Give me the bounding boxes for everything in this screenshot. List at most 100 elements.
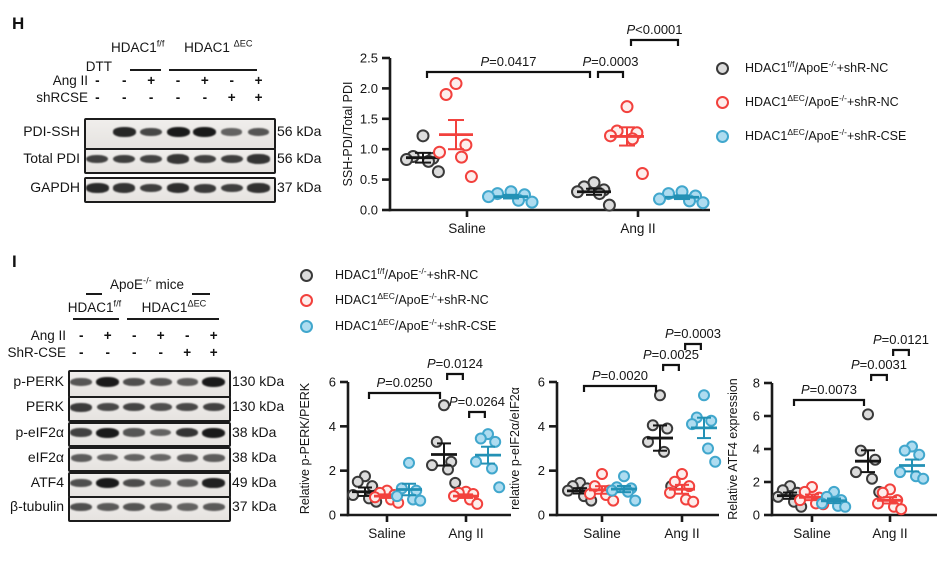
blot-band: [96, 427, 120, 438]
blot-band: [202, 478, 226, 488]
blot-band: [113, 183, 136, 193]
blot-band: [176, 503, 198, 511]
blot-band: [70, 502, 93, 512]
legend-item: HDAC1ΔEC/ApoE-/-+shR-CSE: [716, 126, 906, 146]
lane-symbol: +: [209, 328, 218, 343]
legend-item: HDAC1f/f/ApoE-/-+shR-NC: [716, 58, 888, 78]
superscript-text: f/f: [156, 38, 165, 49]
data-point-black: [426, 459, 438, 472]
blot-band: [70, 402, 93, 412]
band-label: ATF4: [30, 474, 64, 490]
blot-band-box: [68, 472, 231, 498]
data-point-blue: [894, 466, 906, 479]
lane-symbol: -: [79, 345, 84, 360]
data-point-blue: [414, 494, 427, 507]
x-category-label: Ang II: [872, 526, 907, 541]
blot-band: [193, 183, 216, 193]
significance-bracket: [367, 391, 442, 399]
blot-band: [123, 502, 146, 512]
data-point-red: [449, 77, 463, 91]
blot-band: [176, 453, 198, 462]
y-tick-label: 0: [753, 508, 760, 523]
data-point-black: [431, 165, 445, 179]
significance-bracket: [892, 348, 910, 356]
significance-bracket: [468, 410, 486, 418]
legend-label: HDAC1f/f/ApoE-/-+shR-NC: [745, 58, 888, 75]
data-point-red: [459, 138, 473, 152]
y-tick-label: 0.0: [360, 203, 378, 218]
band-label: GAPDH: [30, 179, 80, 195]
panel-i-label: I: [12, 252, 17, 271]
band-label: Total PDI: [23, 150, 80, 166]
data-point-black: [862, 408, 874, 421]
p-value-label: P=0.0073: [801, 382, 857, 397]
kda-label: 56 kDa: [277, 150, 322, 166]
data-point-blue: [898, 444, 911, 457]
y-axis-title: SSH-PDI/Total PDI: [341, 82, 355, 187]
data-point-black: [602, 198, 616, 212]
panel-h-chart: 0.0 0.5 1.0 1.5 2.0 2.5 Saline Ang II SSH-PDI/To…: [341, 22, 710, 236]
kda-label: 37 kDa: [277, 179, 322, 195]
blot-band: [202, 402, 225, 412]
blot-band: [166, 183, 190, 193]
band-label: PDI-SSH: [23, 123, 80, 139]
blot-band-box: [68, 496, 231, 522]
lane-symbol: +: [147, 73, 156, 88]
lane-symbol: -: [132, 328, 137, 343]
data-point-blue: [525, 195, 539, 209]
y-tick-label: 4: [538, 419, 545, 434]
superscript-text: ΔEC: [787, 92, 805, 103]
data-point-blue: [839, 500, 852, 513]
blot-band: [140, 183, 163, 193]
data-point-blue: [702, 442, 714, 455]
kda-label: 130 kDa: [232, 398, 285, 414]
condition-label: Ang II: [30, 328, 66, 343]
legend-label: HDAC1f/f/ApoE-/-+shR-NC: [335, 265, 478, 282]
blot-band-box: [84, 177, 276, 203]
blot-band: [247, 183, 270, 193]
data-point-black: [430, 435, 443, 448]
significance-bracket: [596, 70, 625, 78]
superscript-text: f/f: [113, 298, 122, 309]
blot-band: [247, 154, 270, 164]
y-tick-label: 2.5: [360, 51, 378, 66]
band-label: p-eIF2α: [15, 423, 64, 440]
band-label: p-PERK: [13, 373, 64, 389]
data-point-black: [866, 472, 878, 485]
blot-band: [96, 502, 119, 512]
label-text: HDAC1: [745, 95, 788, 109]
data-point-black: [442, 463, 454, 476]
blot-band: [140, 127, 163, 137]
data-point-black: [593, 187, 606, 201]
data-point-black: [416, 129, 430, 143]
p-value-label: P=0.0020: [592, 368, 648, 383]
x-category-label: Ang II: [664, 526, 699, 541]
blot-band: [96, 402, 119, 412]
superscript-text: -/-: [143, 275, 152, 286]
legend-item: HDAC1f/f/ApoE-/-+shR-NC: [300, 265, 478, 285]
label-text: /ApoE: [804, 95, 839, 109]
y-tick-label: 2: [538, 463, 545, 478]
blot-band: [176, 402, 199, 412]
kda-label: 49 kDa: [232, 474, 277, 490]
label-text: /ApoE: [804, 129, 839, 143]
label-text: HDAC1: [745, 61, 788, 75]
lane-symbol: -: [95, 73, 100, 88]
data-point-red: [471, 497, 484, 510]
data-point-red: [895, 503, 908, 516]
group-underline: [127, 318, 219, 320]
superscript-text: f/f: [787, 58, 795, 69]
x-category-label: Saline: [583, 526, 621, 541]
superscript-text: ΔEC: [187, 298, 207, 309]
blot-band: [140, 154, 163, 164]
superscript-text: f/f: [377, 265, 385, 276]
y-tick-label: 6: [329, 375, 336, 390]
label-text: HDAC1: [335, 268, 378, 282]
data-point-black: [654, 389, 666, 402]
data-point-black: [400, 153, 413, 167]
blot-band: [70, 453, 92, 462]
kda-label: 56 kDa: [277, 123, 322, 139]
data-point-black: [351, 475, 364, 488]
blot-band: [220, 154, 243, 164]
band-label: PERK: [25, 398, 64, 414]
